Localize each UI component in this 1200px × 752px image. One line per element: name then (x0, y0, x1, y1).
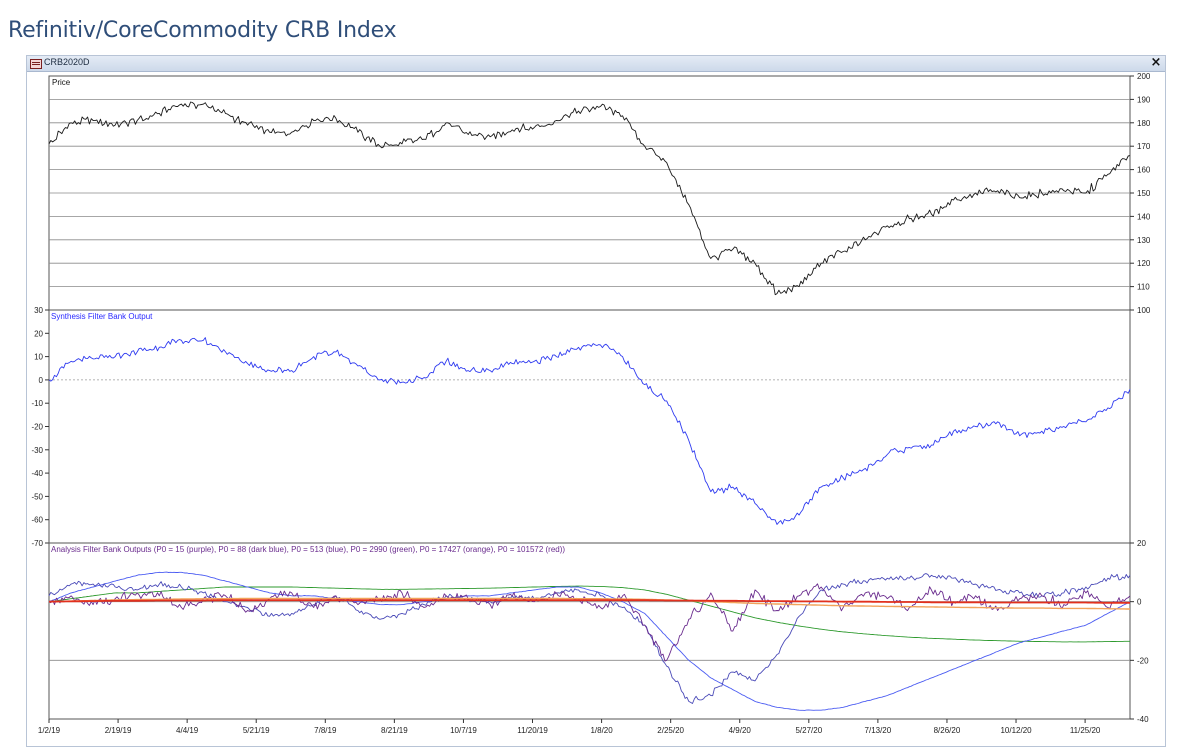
analysis-series-line-red (48, 599, 1130, 604)
price-tick-label: 130 (1137, 236, 1151, 245)
x-axis-tick-label: 5/27/20 (795, 726, 822, 735)
price-panel-title: Price (52, 78, 71, 87)
x-axis-tick-label: 10/7/19 (450, 726, 477, 735)
analysis-series-line-orange (48, 597, 1130, 610)
synthesis-panel-title: Synthesis Filter Bank Output (51, 312, 153, 321)
analysis-panel-title: Analysis Filter Bank Outputs (P0 = 15 (p… (51, 545, 565, 554)
analysis-tick-label: -20 (1137, 656, 1149, 665)
synthesis-tick-label: 20 (34, 329, 43, 338)
price-tick-label: 200 (1137, 72, 1151, 81)
synthesis-panel: -70 -60 -50 -40 -30 -20 -10 0 10 20 30 Synthesis Fi… (31, 306, 1131, 548)
synthesis-tick-label: -40 (31, 469, 43, 478)
close-icon[interactable]: × (1150, 55, 1162, 70)
price-tick-label: 180 (1137, 119, 1151, 128)
x-axis-tick-label: 2/25/20 (657, 726, 684, 735)
synthesis-tick-label: -50 (31, 492, 43, 501)
x-axis-tick-label: 2/19/19 (105, 726, 132, 735)
price-tick-label: 170 (1137, 142, 1151, 151)
analysis-panel-frame (48, 542, 1131, 720)
x-axis: 1/2/19 2/19/19 4/4/19 5/21/19 7/8/19 8/21/19 1… (38, 719, 1101, 735)
x-axis-tick-label: 4/9/20 (729, 726, 752, 735)
price-tick-label: 100 (1137, 306, 1151, 315)
x-axis-tick-label: 11/20/19 (517, 726, 548, 735)
chart-window-icon (30, 59, 42, 69)
x-axis-tick-label: 10/12/20 (1000, 726, 1032, 735)
analysis-tick-label: -40 (1137, 715, 1149, 724)
price-tick-label: 160 (1137, 166, 1151, 175)
x-axis-tick-label: 4/4/19 (176, 726, 199, 735)
x-axis-tick-label: 11/25/20 (1070, 726, 1101, 735)
synthesis-tick-label: 0 (39, 376, 44, 385)
price-series-line (48, 101, 1131, 296)
x-axis-tick-label: 8/21/19 (381, 726, 408, 735)
x-axis-tick-label: 8/26/20 (934, 726, 961, 735)
x-axis-tick-label: 5/21/19 (243, 726, 270, 735)
price-tick-label: 110 (1137, 283, 1150, 292)
analysis-panel: -40 -20 0 20 Analysis Filter Bank Outputs (P… (48, 539, 1149, 724)
x-axis-tick-label: 7/13/20 (865, 726, 892, 735)
analysis-series-line-dark_blue (48, 573, 1131, 704)
price-tick-label: 190 (1137, 95, 1151, 104)
synthesis-series-line (48, 337, 1131, 525)
synthesis-tick-label: -10 (31, 399, 43, 408)
analysis-series-line-blue (48, 571, 1131, 711)
synthesis-tick-label: -60 (31, 516, 43, 525)
chart-window: CRB2020D × 100 110 120 130 140 150 160 170 180 19… (26, 55, 1166, 747)
price-panel: 100 110 120 130 140 150 160 170 180 190 200 Price (48, 72, 1151, 315)
analysis-tick-label: 0 (1137, 598, 1142, 607)
window-titlebar[interactable]: CRB2020D × (27, 56, 1165, 72)
page-title: Refinitiv/CoreCommodity CRB Index (8, 18, 397, 43)
synthesis-tick-label: -30 (31, 446, 43, 455)
analysis-tick-label: 20 (1137, 539, 1146, 548)
window-title: CRB2020D (44, 57, 90, 67)
synthesis-tick-label: 10 (34, 353, 43, 362)
x-axis-tick-label: 1/2/19 (38, 726, 61, 735)
x-axis-tick-label: 7/8/19 (314, 726, 337, 735)
price-tick-label: 150 (1137, 189, 1151, 198)
analysis-series-line-green (48, 585, 1130, 643)
synthesis-tick-label: -20 (31, 423, 43, 432)
synthesis-tick-label: -70 (31, 539, 43, 548)
price-tick-label: 140 (1137, 212, 1151, 221)
x-axis-tick-label: 1/8/20 (590, 726, 613, 735)
synthesis-tick-label: 30 (34, 306, 43, 315)
price-tick-label: 120 (1137, 259, 1151, 268)
